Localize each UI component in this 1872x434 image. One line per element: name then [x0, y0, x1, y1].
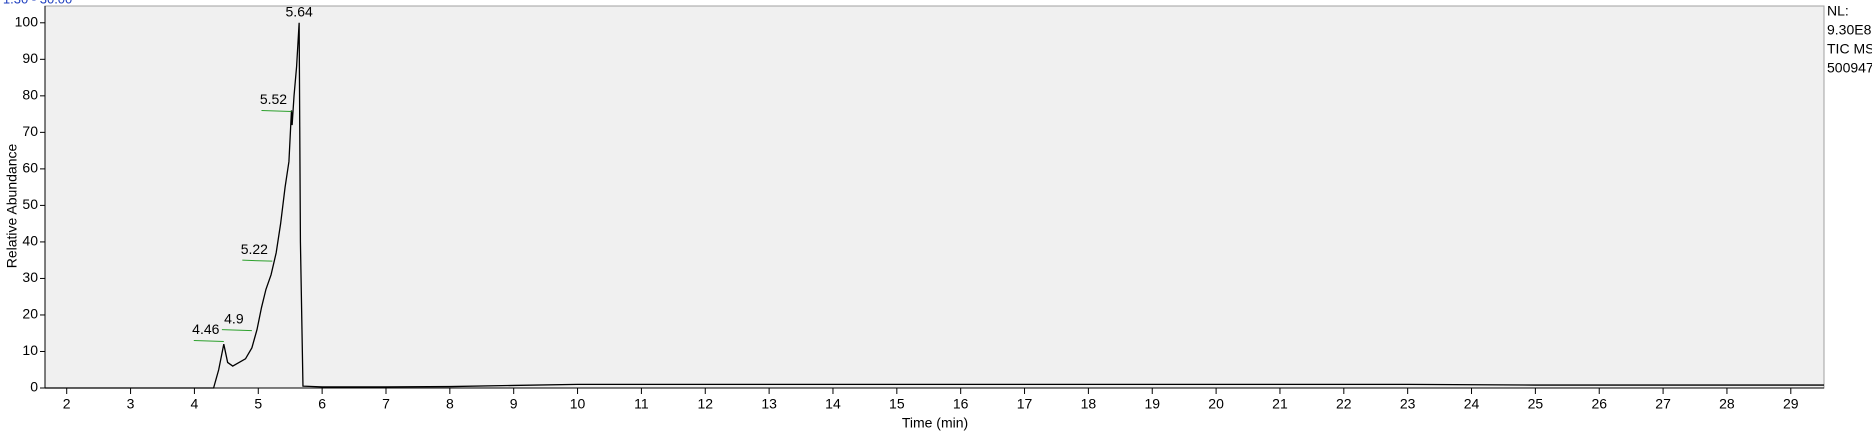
y-tick-label: 10 — [22, 342, 38, 358]
info-label: 9.30E8 — [1827, 22, 1872, 38]
x-tick-label: 27 — [1655, 396, 1671, 412]
info-label: TIC MS — [1827, 41, 1872, 57]
peak-label: 5.22 — [241, 241, 268, 257]
x-tick-label: 12 — [697, 396, 713, 412]
x-tick-label: 13 — [761, 396, 777, 412]
x-tick-label: 17 — [1017, 396, 1033, 412]
x-tick-label: 4 — [191, 396, 199, 412]
x-tick-label: 8 — [446, 396, 454, 412]
x-tick-label: 2 — [63, 396, 71, 412]
peak-label: 4.9 — [224, 310, 244, 326]
peak-label: 5.64 — [286, 4, 313, 20]
y-tick-label: 90 — [22, 50, 38, 66]
info-label: 500947 — [1827, 60, 1872, 76]
y-tick-label: 40 — [22, 233, 38, 249]
y-tick-label: 20 — [22, 306, 38, 322]
y-tick-label: 0 — [30, 379, 38, 395]
x-tick-label: 29 — [1783, 396, 1799, 412]
y-axis-title: Relative Abundance — [4, 144, 20, 269]
y-tick-label: 80 — [22, 87, 38, 103]
x-tick-label: 18 — [1081, 396, 1097, 412]
x-tick-label: 23 — [1400, 396, 1416, 412]
peak-label: 4.46 — [192, 321, 219, 337]
x-tick-label: 7 — [382, 396, 390, 412]
x-tick-label: 22 — [1336, 396, 1352, 412]
x-axis-title: Time (min) — [902, 415, 968, 431]
y-tick-label: 60 — [22, 160, 38, 176]
peak-marker — [221, 329, 252, 332]
x-tick-label: 6 — [318, 396, 326, 412]
x-tick-label: 10 — [570, 396, 586, 412]
y-tick-label: 100 — [15, 14, 39, 30]
info-label: NL: — [1827, 3, 1849, 19]
x-tick-label: 19 — [1144, 396, 1160, 412]
x-tick-label: 11 — [634, 396, 649, 412]
x-tick-label: 21 — [1272, 396, 1288, 412]
x-tick-label: 24 — [1464, 396, 1480, 412]
chromatogram-trace — [45, 22, 1824, 389]
x-tick-label: 20 — [1208, 396, 1224, 412]
peak-marker — [242, 259, 273, 262]
x-tick-label: 9 — [510, 396, 518, 412]
peak-label: 5.52 — [260, 91, 287, 107]
x-tick-label: 14 — [825, 396, 841, 412]
y-tick-label: 30 — [22, 269, 38, 285]
range-label: RT: 1.30 - 30.00 — [0, 0, 72, 6]
plot-area — [44, 5, 1825, 389]
x-tick-label: 15 — [889, 396, 905, 412]
x-tick-label: 28 — [1719, 396, 1735, 412]
peak-marker — [193, 340, 224, 343]
y-tick-label: 70 — [22, 123, 38, 139]
x-tick-label: 3 — [127, 396, 135, 412]
x-tick-label: 5 — [254, 396, 262, 412]
x-tick-label: 16 — [953, 396, 969, 412]
y-tick-label: 50 — [22, 196, 38, 212]
x-tick-label: 26 — [1591, 396, 1607, 412]
peak-marker — [261, 109, 292, 112]
x-tick-label: 25 — [1528, 396, 1544, 412]
